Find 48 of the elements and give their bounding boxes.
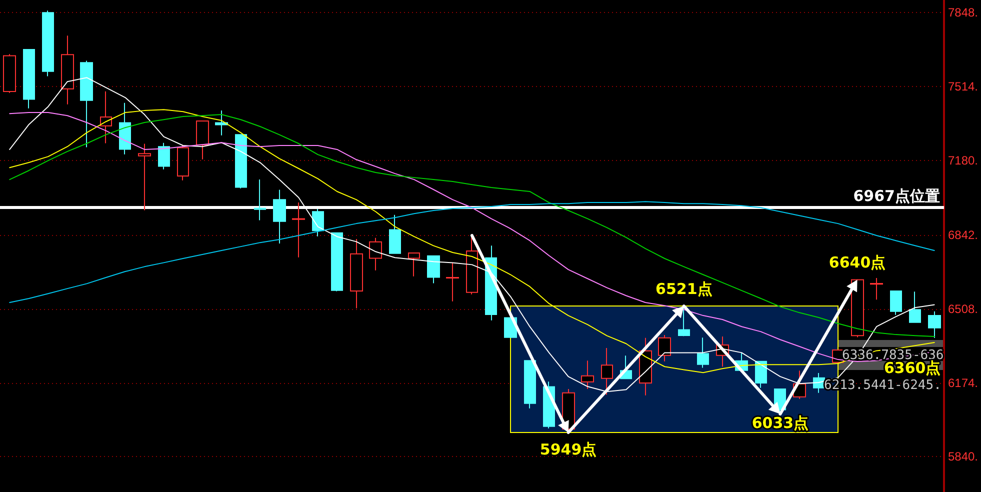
- candlestick: [581, 360, 594, 390]
- candlestick: [350, 238, 363, 309]
- candlestick: [273, 189, 286, 244]
- candlestick: [254, 179, 266, 221]
- candlestick: [158, 142, 170, 170]
- candlestick: [601, 348, 613, 396]
- candlestick: [80, 60, 93, 148]
- ref-line-label: 6967点位置: [853, 186, 940, 205]
- candlestick: [427, 254, 440, 284]
- candlestick: [466, 234, 478, 295]
- candlestick: [890, 290, 902, 316]
- candlestick: [119, 102, 131, 155]
- candlestick: [658, 334, 671, 362]
- y-tick-label: 7180.: [948, 153, 978, 168]
- candlestick: [177, 144, 189, 181]
- annotation: 6521点: [656, 280, 712, 298]
- y-tick-label: 7514.: [948, 79, 978, 94]
- candlestick: [446, 262, 459, 302]
- candlestick: [331, 232, 343, 292]
- candlestick: [196, 120, 209, 160]
- annotation: 6640点: [828, 254, 886, 272]
- candlestick: [389, 214, 401, 254]
- candlestick: [909, 291, 921, 324]
- candlestick: [215, 110, 228, 136]
- y-tick-label: 6174.: [948, 376, 978, 390]
- candlestick: [235, 134, 247, 189]
- candlestick: [755, 360, 767, 388]
- candlestick: [697, 337, 709, 368]
- candlestick: [408, 252, 420, 277]
- candlestick: [138, 143, 151, 211]
- candlestick: [870, 277, 883, 300]
- candlestick: [369, 237, 382, 271]
- candlestick: [928, 310, 941, 338]
- candlestick: [3, 54, 16, 94]
- candlestick: [23, 49, 35, 109]
- annotation: 5949点: [540, 440, 597, 459]
- y-tick-label: 5840.: [948, 450, 978, 464]
- candlestick: [42, 10, 54, 77]
- candlestick: [100, 90, 112, 144]
- candlestick: [312, 208, 324, 237]
- y-tick-label: 6508.: [948, 302, 978, 316]
- candlestick: [292, 202, 305, 258]
- annotation: 6033点: [752, 414, 809, 432]
- candlestick: [678, 306, 690, 337]
- candlestick: [524, 360, 536, 409]
- y-tick-label: 6842.: [948, 228, 978, 242]
- y-tick-label: 7848.: [948, 6, 978, 20]
- candlestick: [61, 35, 74, 105]
